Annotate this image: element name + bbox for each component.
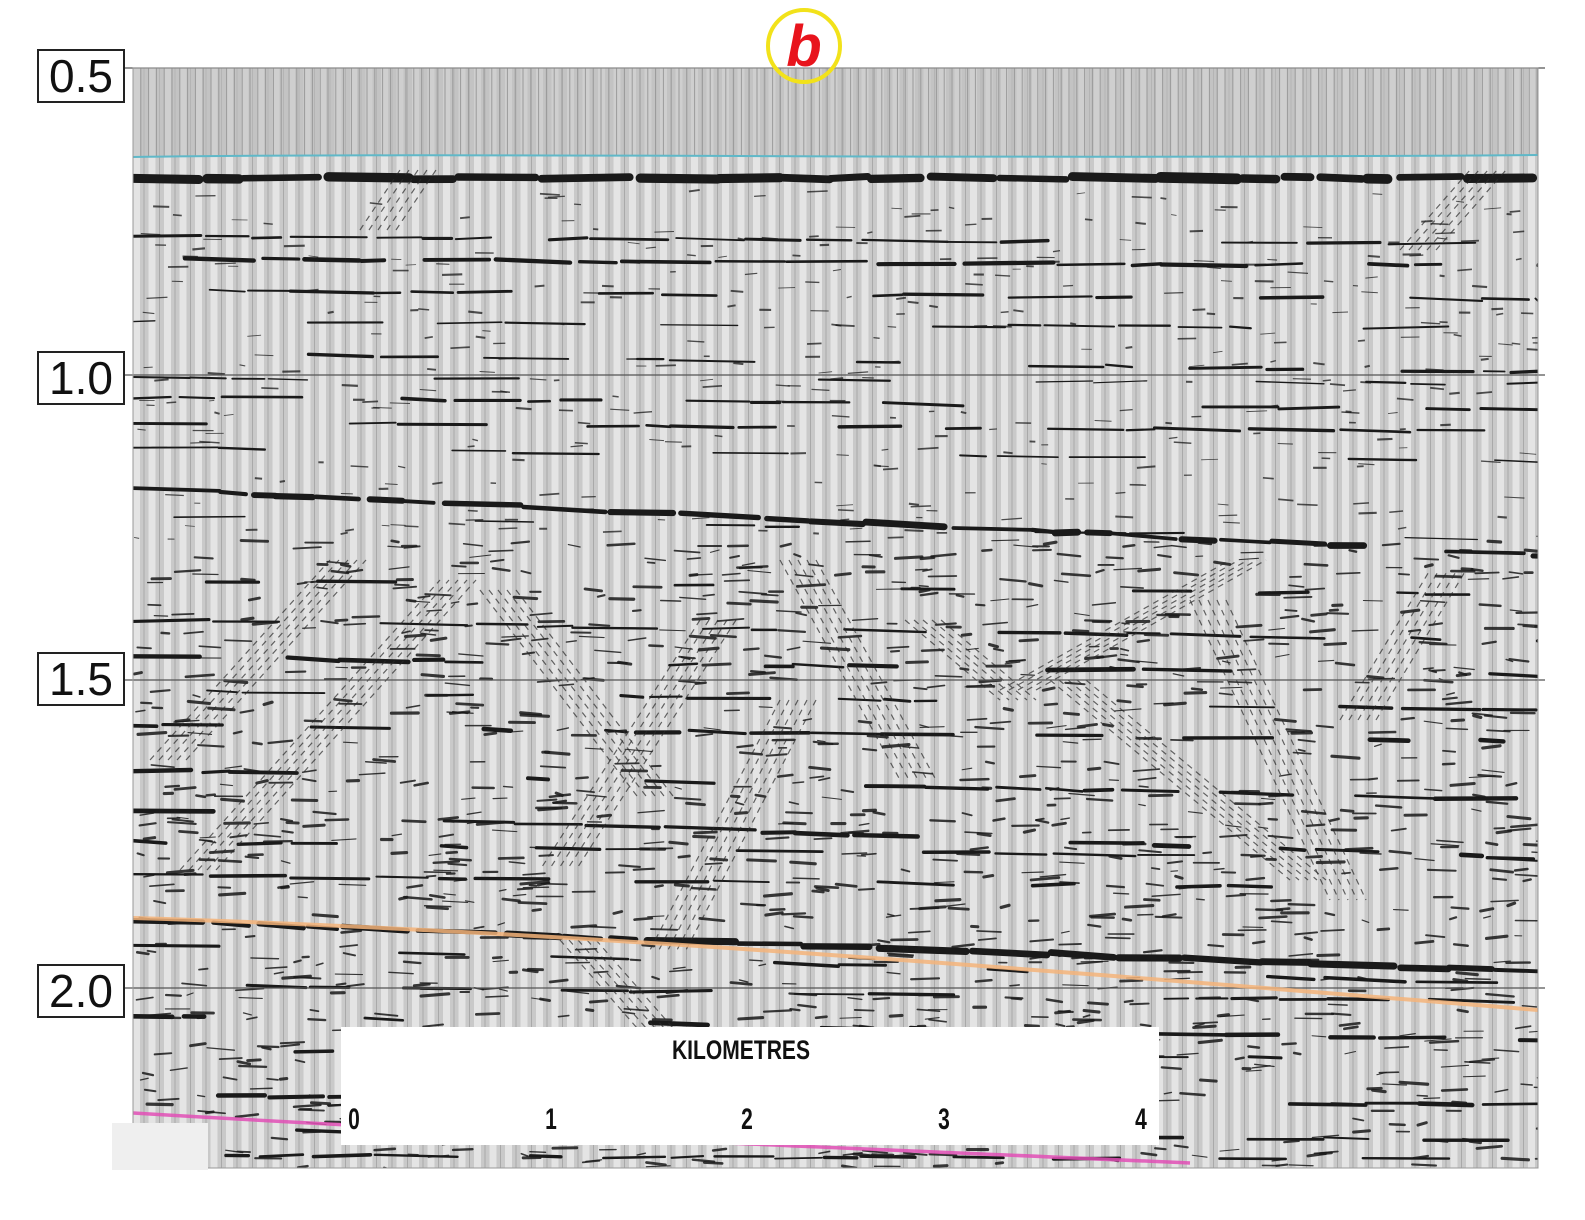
- time-label-1-5: 1.5: [37, 652, 125, 706]
- scale-tick-2: 2: [741, 1103, 753, 1136]
- scale-bar: KILOMETRES 0 1 2 3 4: [341, 1027, 1159, 1145]
- corner-annotation-box: [112, 1123, 208, 1170]
- time-label-0-5: 0.5: [37, 49, 125, 103]
- time-label-2-0: 2.0: [37, 964, 125, 1018]
- profile-marker-b: b: [766, 8, 842, 84]
- scale-tick-4: 4: [1135, 1103, 1147, 1136]
- scale-tick-1: 1: [545, 1103, 557, 1136]
- time-label-1-0: 1.0: [37, 351, 125, 405]
- scale-tick-0: 0: [348, 1103, 360, 1136]
- scale-bar-title: KILOMETRES: [671, 1035, 811, 1065]
- scale-tick-3: 3: [938, 1103, 950, 1136]
- panel-border: [132, 67, 1539, 1169]
- water-column: [133, 68, 1538, 156]
